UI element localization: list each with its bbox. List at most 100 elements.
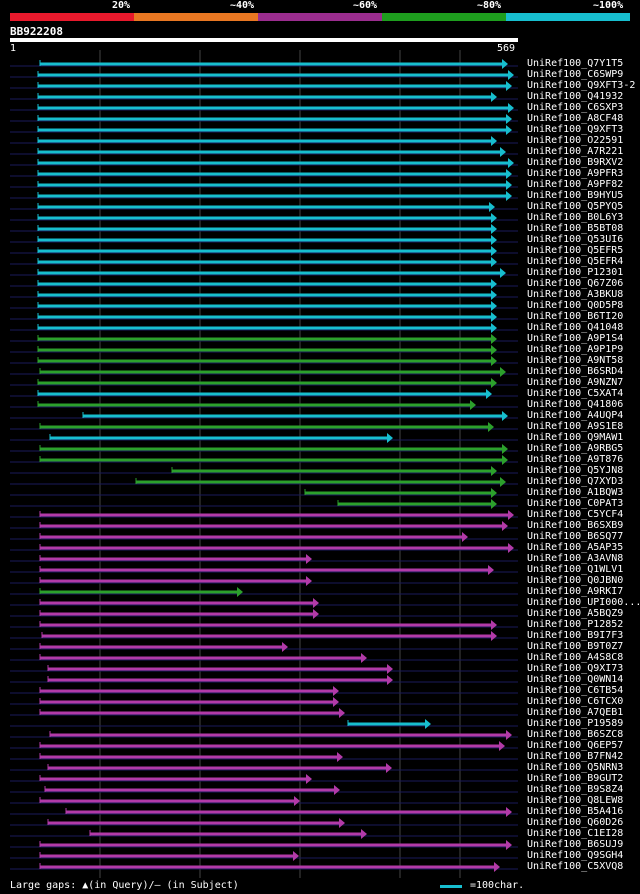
hit-label[interactable]: UniRef100_P12852 xyxy=(527,619,624,630)
hit-label[interactable]: UniRef100_B9HYU5 xyxy=(527,190,624,201)
hit-label[interactable]: UniRef100_A5BQZ9 xyxy=(527,608,624,619)
hit-label[interactable]: UniRef100_A7QEB1 xyxy=(527,707,624,718)
hit-label[interactable]: UniRef100_C6SXP3 xyxy=(527,102,624,113)
hit-label[interactable]: UniRef100_A9NT58 xyxy=(527,355,624,366)
hit-label[interactable]: UniRef100_A9NZN7 xyxy=(527,377,624,388)
hit-label[interactable]: UniRef100_B6SUJ9 xyxy=(527,839,624,850)
legend-label-20: 20% xyxy=(112,0,131,11)
hit-arrow xyxy=(499,741,505,751)
hit-arrow xyxy=(491,631,497,641)
hit-label[interactable]: UniRef100_Q41048 xyxy=(527,322,624,333)
hit-arrow xyxy=(506,81,512,91)
hit-arrow xyxy=(491,499,497,509)
hit-label[interactable]: UniRef100_Q5YJN8 xyxy=(527,465,624,476)
hit-label[interactable]: UniRef100_A9PF82 xyxy=(527,179,624,190)
hit-label[interactable]: UniRef100_A8CF48 xyxy=(527,113,624,124)
hit-label[interactable]: UniRef100_B6SQ77 xyxy=(527,531,624,542)
hit-label[interactable]: UniRef100_Q9XFT3-2 xyxy=(527,80,636,91)
hit-label[interactable]: UniRef100_C1EI28 xyxy=(527,828,624,839)
hit-label[interactable]: UniRef100_B5A416 xyxy=(527,806,624,817)
hit-label[interactable]: UniRef100_A4S8C8 xyxy=(527,652,624,663)
hit-label[interactable]: UniRef100_C6TCX0 xyxy=(527,696,624,707)
hit-label[interactable]: UniRef100_C6TB54 xyxy=(527,685,624,696)
hit-label[interactable]: UniRef100_B5BT08 xyxy=(527,223,624,234)
hit-label[interactable]: UniRef100_Q0JBN0 xyxy=(527,575,624,586)
hit-arrow xyxy=(491,345,497,355)
hit-label[interactable]: UniRef100_Q9MAW1 xyxy=(527,432,624,443)
hit-arrow xyxy=(425,719,431,729)
hit-label[interactable]: UniRef100_Q5EFR4 xyxy=(527,256,624,267)
hit-label[interactable]: UniRef100_P12301 xyxy=(527,267,624,278)
hit-label[interactable]: UniRef100_A3AVN8 xyxy=(527,553,624,564)
hit-label[interactable]: UniRef100_Q41932 xyxy=(527,91,624,102)
hit-label[interactable]: UniRef100_Q7Y1T5 xyxy=(527,58,624,69)
hit-arrow xyxy=(502,521,508,531)
hit-label[interactable]: UniRef100_B6SXB9 xyxy=(527,520,624,531)
legend-label-80: ~80% xyxy=(477,0,502,11)
hit-arrow xyxy=(508,543,514,553)
hit-label[interactable]: UniRef100_B6SRD4 xyxy=(527,366,624,377)
hit-arrow xyxy=(500,147,506,157)
hit-label[interactable]: UniRef100_A1BQW3 xyxy=(527,487,624,498)
hit-label[interactable]: UniRef100_A9T876 xyxy=(527,454,624,465)
hit-arrow xyxy=(508,158,514,168)
hit-label[interactable]: UniRef100_B9T0Z7 xyxy=(527,641,624,652)
hit-label[interactable]: UniRef100_Q1WLV1 xyxy=(527,564,624,575)
hit-arrow xyxy=(491,488,497,498)
hit-label[interactable]: UniRef100_A9RKI7 xyxy=(527,586,624,597)
hit-label[interactable]: UniRef100_A7R221 xyxy=(527,146,624,157)
hit-arrow xyxy=(313,598,319,608)
hit-arrow xyxy=(491,323,497,333)
legend-segment-1 xyxy=(134,13,258,21)
hit-label[interactable]: UniRef100_B7FN42 xyxy=(527,751,624,762)
hit-arrow xyxy=(508,510,514,520)
hit-label[interactable]: UniRef100_Q5EFR5 xyxy=(527,245,624,256)
hit-arrow xyxy=(491,279,497,289)
hit-label[interactable]: UniRef100_Q9XI73 xyxy=(527,663,624,674)
hit-label[interactable]: UniRef100_Q9SGH4 xyxy=(527,850,624,861)
hit-label[interactable]: UniRef100_A9P1S4 xyxy=(527,333,624,344)
hit-label[interactable]: UniRef100_Q41806 xyxy=(527,399,624,410)
hit-label[interactable]: UniRef100_B0L6Y3 xyxy=(527,212,624,223)
hit-arrow xyxy=(506,730,512,740)
hit-label[interactable]: UniRef100_Q0WN14 xyxy=(527,674,624,685)
hit-label[interactable]: UniRef100_A9PFR3 xyxy=(527,168,624,179)
hit-label[interactable]: UniRef100_Q53UI6 xyxy=(527,234,624,245)
hit-label[interactable]: UniRef100_A9P1P9 xyxy=(527,344,624,355)
hit-label[interactable]: UniRef100_O22591 xyxy=(527,135,624,146)
hit-arrow xyxy=(333,697,339,707)
hit-label[interactable]: UniRef100_Q6EP57 xyxy=(527,740,624,751)
hit-label[interactable]: UniRef100_B6TI20 xyxy=(527,311,624,322)
hit-arrow xyxy=(491,92,497,102)
hit-label[interactable]: UniRef100_C6SWP9 xyxy=(527,69,624,80)
hit-label[interactable]: UniRef100_Q67Z06 xyxy=(527,278,624,289)
hit-label[interactable]: UniRef100_B9GUT2 xyxy=(527,773,624,784)
hit-label[interactable]: UniRef100_C0PAT3 xyxy=(527,498,624,509)
hit-label[interactable]: UniRef100_Q5NRN3 xyxy=(527,762,624,773)
hit-label[interactable]: UniRef100_Q8LEW8 xyxy=(527,795,624,806)
hit-label[interactable]: UniRef100_B6SZC8 xyxy=(527,729,624,740)
hit-label[interactable]: UniRef100_B9I7F3 xyxy=(527,630,624,641)
hit-label[interactable]: UniRef100_A9RBG5 xyxy=(527,443,624,454)
hit-label[interactable]: UniRef100_C5XVQ8 xyxy=(527,861,624,872)
hit-label[interactable]: UniRef100_Q5PYQ5 xyxy=(527,201,624,212)
hit-label[interactable]: UniRef100_A4UQP4 xyxy=(527,410,624,421)
hit-arrow xyxy=(491,257,497,267)
scale-bar xyxy=(440,885,462,888)
hit-label[interactable]: UniRef100_A3BKU8 xyxy=(527,289,624,300)
hit-arrow xyxy=(500,477,506,487)
hit-label[interactable]: UniRef100_B9RXV2 xyxy=(527,157,624,168)
hit-label[interactable]: UniRef100_Q9XFT3 xyxy=(527,124,624,135)
hit-label[interactable]: UniRef100_Q0D5P8 xyxy=(527,300,624,311)
hit-arrow xyxy=(508,103,514,113)
hit-label[interactable]: UniRef100_C5YCF4 xyxy=(527,509,624,520)
hit-label[interactable]: UniRef100_B9S8Z4 xyxy=(527,784,624,795)
hit-label[interactable]: UniRef100_P19589 xyxy=(527,718,624,729)
hit-label[interactable]: UniRef100_C5XAT4 xyxy=(527,388,624,399)
hit-label[interactable]: UniRef100_A9S1E8 xyxy=(527,421,624,432)
hit-label[interactable]: UniRef100_Q60D26 xyxy=(527,817,624,828)
hit-label[interactable]: UniRef100_A5AP35 xyxy=(527,542,624,553)
hit-label[interactable]: UniRef100_Q7XYD3 xyxy=(527,476,624,487)
hit-arrow xyxy=(306,554,312,564)
hit-label[interactable]: UniRef100_UPI000... xyxy=(527,597,640,608)
